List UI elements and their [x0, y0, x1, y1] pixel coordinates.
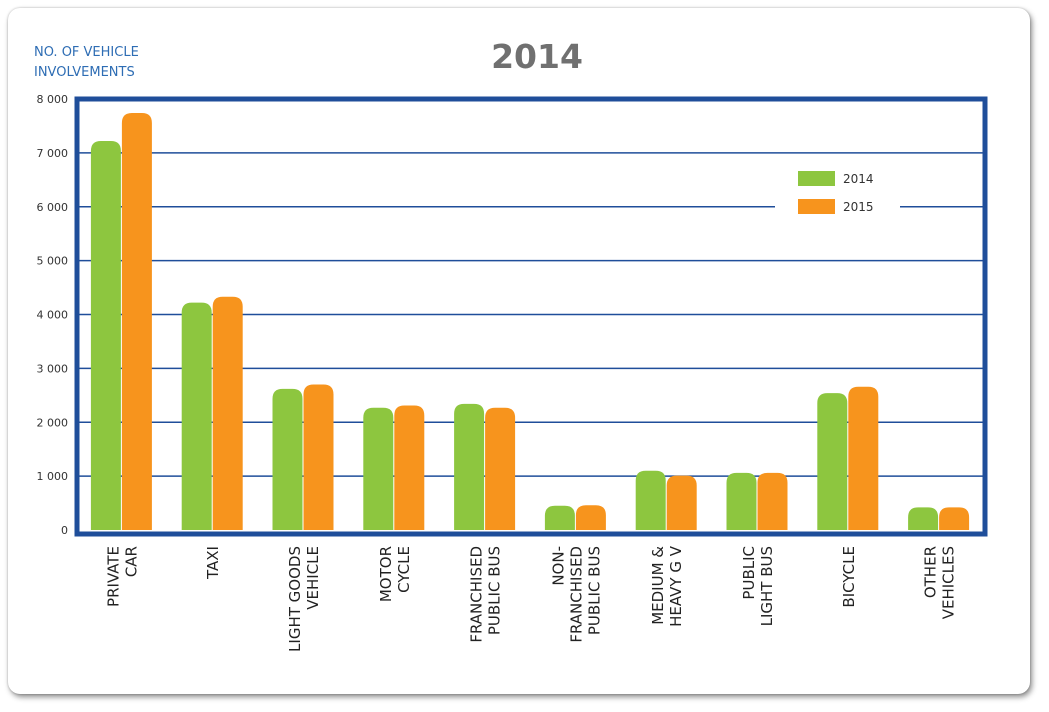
bar-2015 [303, 384, 334, 530]
x-tick-label: LIGHT BUS [758, 546, 776, 626]
bar-2014 [181, 302, 212, 530]
bar-2015 [848, 386, 879, 530]
bar-2014 [635, 470, 666, 530]
y-tick-label: 0 [61, 524, 68, 537]
bar-2015 [394, 405, 425, 530]
x-tick-label: MEDIUM & [649, 546, 667, 625]
bar-2015 [575, 505, 606, 530]
x-tick-label: PUBLIC BUS [486, 546, 504, 635]
bar-2015 [939, 507, 970, 530]
bar-2014 [544, 505, 575, 530]
x-tick-label: FRANCHISED [567, 546, 585, 643]
x-tick-label: CYCLE [395, 546, 413, 593]
bar-2014 [90, 141, 121, 530]
x-tick-label: FRANCHISED [468, 546, 486, 643]
chart-title: 2014 [491, 37, 583, 76]
legend-swatch [798, 171, 835, 186]
x-tick-label: OTHER [922, 546, 940, 598]
bars [90, 113, 970, 530]
plot-frame [74, 96, 988, 537]
y-tick-label: 7 000 [37, 147, 69, 160]
bar-2014 [454, 403, 485, 530]
bar-2014 [908, 507, 939, 530]
y-axis-label-line-1: NO. OF VEHICLE [34, 45, 139, 60]
x-tick-label: MOTOR [377, 546, 395, 602]
x-tick-label: LIGHT GOODS [286, 546, 304, 652]
y-tick-label: 2 000 [37, 416, 69, 429]
x-tick-label: CAR [122, 546, 140, 577]
y-axis-ticks: 0 1 000 2 000 3 000 4 000 5 000 6 000 7 000 8 00… [37, 93, 69, 537]
bar-2015 [121, 113, 152, 530]
legend: 2014 2015 [798, 171, 874, 214]
y-tick-label: 6 000 [37, 201, 69, 214]
legend-label: 2015 [843, 200, 874, 214]
bar-2014 [272, 388, 303, 530]
x-axis-labels: PRIVATE CAR TAXI LIGHT GOODS VEHICLE MOTOR CYC… [104, 545, 957, 652]
y-tick-label: 8 000 [37, 93, 69, 106]
y-tick-label: 5 000 [37, 255, 69, 268]
x-tick-label: BICYCLE [840, 546, 858, 608]
chart-card [8, 8, 1030, 694]
y-tick-label: 4 000 [37, 309, 69, 322]
bar-2014 [726, 472, 757, 530]
bar-2014 [817, 393, 848, 530]
y-tick-label: 1 000 [37, 470, 69, 483]
x-tick-label: PRIVATE [104, 546, 122, 607]
x-tick-label: PUBLIC BUS [585, 546, 603, 635]
x-tick-label: TAXI [204, 546, 222, 580]
bar-2015 [212, 296, 243, 530]
x-tick-label: VEHICLES [940, 546, 958, 619]
x-tick-label: NON- [549, 546, 567, 586]
legend-swatch [798, 199, 835, 214]
bar-2014 [363, 407, 394, 530]
x-tick-label: HEAVY G V [667, 545, 685, 627]
x-tick-label: VEHICLE [304, 546, 322, 610]
bar-2015 [757, 472, 788, 530]
y-tick-label: 3 000 [37, 362, 69, 375]
bar-2015 [666, 475, 697, 530]
legend-label: 2014 [843, 172, 874, 186]
bar-2015 [485, 407, 516, 530]
y-axis-label-line-2: INVOLVEMENTS [34, 65, 135, 80]
x-tick-label: PUBLIC [740, 546, 758, 600]
